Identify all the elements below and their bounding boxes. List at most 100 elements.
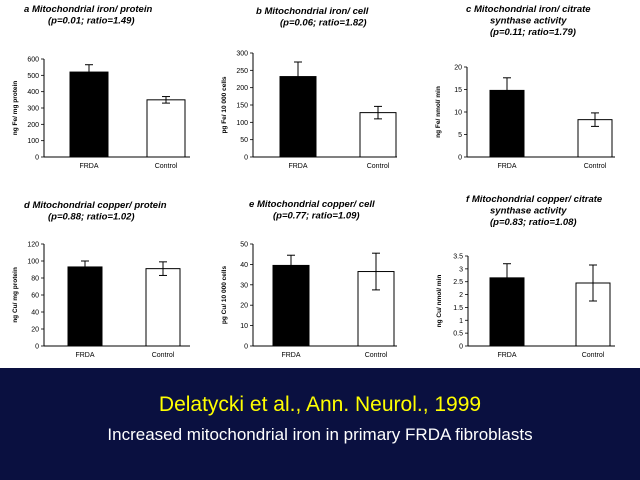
figure-panel: a Mitochondrial iron/ protein (p=0.01; ra… xyxy=(12,4,615,359)
chart-title-text: Mitochondrial iron/ citrate xyxy=(474,4,591,15)
chart-title-line: d Mitochondrial copper/ protein xyxy=(24,200,167,211)
y-tick-label: 10 xyxy=(240,323,248,330)
slide-subtitle: Increased mitochondrial iron in primary … xyxy=(107,425,533,444)
chart-a: a Mitochondrial iron/ protein(p=0.01; ra… xyxy=(12,4,190,170)
panel-letter: a xyxy=(24,4,32,15)
category-label: Control xyxy=(367,163,390,170)
chart-title-line: (p=0.88; ratio=1.02) xyxy=(48,212,135,223)
y-axis-label: ng Cu/ nmol/ min xyxy=(436,275,443,328)
y-tick-label: 40 xyxy=(240,262,248,269)
y-tick-label: 5 xyxy=(458,132,462,139)
y-tick-label: 250 xyxy=(236,68,248,75)
y-tick-label: 120 xyxy=(27,242,39,249)
chart-title-text: Mitochondrial iron/ cell xyxy=(264,6,368,17)
chart-title-line: synthase activity xyxy=(490,206,567,217)
chart-title-text: Mitochondrial copper/ citrate xyxy=(472,194,603,205)
y-tick-label: 0 xyxy=(244,155,248,162)
chart-title-line: f Mitochondrial copper/ citrate xyxy=(466,194,603,205)
y-axis-label: pg Cu/ 10 000 cells xyxy=(221,266,228,325)
y-tick-label: 1 xyxy=(459,318,463,325)
chart-title-line: (p=0.83; ratio=1.08) xyxy=(490,217,577,228)
y-tick-label: 60 xyxy=(31,293,39,300)
category-label: FRDA xyxy=(75,352,94,359)
bar-frda xyxy=(489,89,525,158)
y-axis-label: ng Fe/ nmol/ min xyxy=(435,86,442,138)
y-tick-label: 300 xyxy=(27,106,39,113)
footer-band xyxy=(0,368,640,480)
y-tick-label: 0.5 xyxy=(453,331,463,338)
y-tick-label: 500 xyxy=(27,73,39,80)
y-tick-label: 1.5 xyxy=(453,305,463,312)
y-tick-label: 15 xyxy=(454,87,462,94)
y-tick-label: 30 xyxy=(240,282,248,289)
y-tick-label: 200 xyxy=(236,85,248,92)
panel-letter: e xyxy=(249,199,257,210)
y-tick-label: 0 xyxy=(459,344,463,351)
y-tick-label: 80 xyxy=(31,276,39,283)
panel-letter: c xyxy=(466,4,474,15)
bar-frda xyxy=(279,76,317,158)
chart-title-line: (p=0.77; ratio=1.09) xyxy=(273,211,360,222)
y-tick-label: 20 xyxy=(240,303,248,310)
y-tick-label: 20 xyxy=(454,65,462,72)
y-axis-label: pg Fe/ 10 000 cells xyxy=(221,76,228,133)
y-tick-label: 50 xyxy=(240,242,248,249)
y-tick-label: 10 xyxy=(454,110,462,117)
bar-frda xyxy=(489,277,525,347)
y-tick-label: 40 xyxy=(31,310,39,317)
y-tick-label: 2 xyxy=(459,292,463,299)
panel-letter: f xyxy=(466,194,472,205)
y-axis-label: ng Fe/ mg protein xyxy=(12,81,19,136)
y-tick-label: 600 xyxy=(27,57,39,64)
category-label: Control xyxy=(582,352,605,359)
category-label: Control xyxy=(365,352,388,359)
citation-text: Delatycki et al., Ann. Neurol., 1999 xyxy=(158,393,482,416)
category-label: Control xyxy=(584,163,607,170)
category-label: Control xyxy=(152,352,175,359)
y-tick-label: 0 xyxy=(244,344,248,351)
chart-title-text: Mitochondrial copper/ protein xyxy=(32,200,166,211)
panel-letter: b xyxy=(256,6,264,17)
charts-canvas: a Mitochondrial iron/ protein(p=0.01; ra… xyxy=(12,4,615,359)
y-tick-label: 50 xyxy=(240,137,248,144)
bar-frda xyxy=(272,264,310,347)
chart-title-line: a Mitochondrial iron/ protein xyxy=(24,4,152,15)
chart-title-text: Mitochondrial copper/ cell xyxy=(257,199,375,210)
y-tick-label: 3 xyxy=(459,266,463,273)
y-tick-label: 200 xyxy=(27,122,39,129)
y-tick-label: 150 xyxy=(236,103,248,110)
y-tick-label: 100 xyxy=(27,138,39,145)
bar-frda xyxy=(69,71,109,158)
category-label: FRDA xyxy=(497,163,516,170)
chart-title-line: e Mitochondrial copper/ cell xyxy=(249,199,375,210)
y-tick-label: 20 xyxy=(31,327,39,334)
chart-title-line: (p=0.11; ratio=1.79) xyxy=(490,27,576,38)
chart-d: d Mitochondrial copper/ protein(p=0.88; … xyxy=(12,200,190,359)
chart-title-line: (p=0.01; ratio=1.49) xyxy=(48,16,135,27)
chart-title-text: Mitochondrial iron/ protein xyxy=(32,4,153,15)
category-label: FRDA xyxy=(79,163,98,170)
y-tick-label: 0 xyxy=(458,155,462,162)
y-axis-label: ng Cu/ mg protein xyxy=(12,267,19,323)
category-label: Control xyxy=(155,163,178,170)
y-tick-label: 400 xyxy=(27,89,39,96)
chart-f: f Mitochondrial copper/ citratesynthase … xyxy=(436,194,615,359)
y-tick-label: 300 xyxy=(236,51,248,58)
y-tick-label: 100 xyxy=(236,120,248,127)
chart-b: b Mitochondrial iron/ cell(p=0.06; ratio… xyxy=(221,6,397,170)
bar-control xyxy=(145,268,181,347)
chart-title-line: b Mitochondrial iron/ cell xyxy=(256,6,369,17)
chart-title-line: c Mitochondrial iron/ citrate xyxy=(466,4,591,15)
chart-e: e Mitochondrial copper/ cell(p=0.77; rat… xyxy=(221,199,397,359)
y-tick-label: 2.5 xyxy=(453,279,463,286)
category-label: FRDA xyxy=(288,163,307,170)
y-tick-label: 0 xyxy=(35,344,39,351)
y-tick-label: 0 xyxy=(35,155,39,162)
category-label: FRDA xyxy=(497,352,516,359)
y-tick-label: 100 xyxy=(27,259,39,266)
panel-letter: d xyxy=(24,200,32,211)
chart-title-line: synthase activity xyxy=(490,16,567,27)
bar-frda xyxy=(67,266,103,347)
chart-title-line: (p=0.06; ratio=1.82) xyxy=(280,18,367,29)
